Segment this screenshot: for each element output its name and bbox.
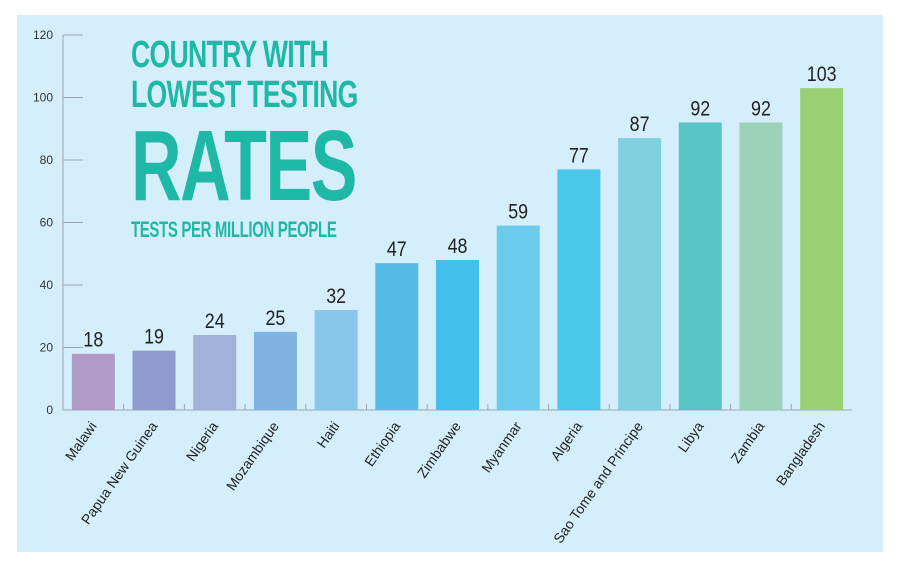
x-category-label: Malawi <box>62 419 100 464</box>
x-category-label: Zambia <box>728 418 768 466</box>
data-label: 92 <box>751 97 771 121</box>
title-line-1: COUNTRY WITH <box>131 34 329 76</box>
data-label: 59 <box>508 200 528 224</box>
title-line-3: RATES <box>131 110 357 222</box>
bar-malawi <box>71 353 115 410</box>
bar-zimbabwe <box>436 260 479 410</box>
bar-haiti <box>314 310 358 410</box>
data-label: 77 <box>569 144 589 168</box>
x-category-label: Myanmar <box>478 418 525 475</box>
bar-myanmar <box>496 225 540 410</box>
data-label: 92 <box>690 97 710 121</box>
data-label: 19 <box>144 325 164 349</box>
y-tick-label: 0 <box>46 403 53 417</box>
y-tick-label: 100 <box>33 91 53 105</box>
y-tick-label: 40 <box>40 278 54 292</box>
x-category-label: Haiti <box>313 419 342 451</box>
y-tick-label: 60 <box>40 216 54 230</box>
y-tick-label: 120 <box>33 28 53 42</box>
bar-papua-new-guinea <box>132 350 176 410</box>
bar-sao-tome-and-principe <box>618 138 662 410</box>
x-category-label: Zimbabwe <box>414 418 464 480</box>
data-label: 24 <box>205 310 225 334</box>
bar-ethiopia <box>375 263 419 410</box>
bar-nigeria <box>193 335 237 410</box>
chart-title: COUNTRY WITH LOWEST TESTING RATES TESTS … <box>131 35 455 243</box>
data-label: 25 <box>266 307 286 331</box>
bar-algeria <box>557 169 601 410</box>
y-tick-label: 80 <box>40 153 54 167</box>
bar-mozambique <box>253 331 297 410</box>
data-label: 18 <box>83 328 103 352</box>
data-label: 103 <box>807 63 837 87</box>
x-category-label: Mozambique <box>223 418 282 493</box>
title-line-2: LOWEST TESTING <box>131 74 358 116</box>
bar-bangladesh <box>800 88 844 410</box>
bar-libya <box>678 122 722 410</box>
data-label: 48 <box>448 235 468 259</box>
x-category-label: Libya <box>674 418 706 455</box>
data-label: 32 <box>326 285 346 309</box>
x-category-label: Nigeria <box>183 418 222 464</box>
y-tick-label: 20 <box>40 341 54 355</box>
x-category-label: Ethiopia <box>361 418 403 469</box>
chart-subtitle: TESTS PER MILLION PEOPLE <box>131 217 337 242</box>
x-category-label: Bangladesh <box>773 419 829 489</box>
data-label: 87 <box>630 113 650 137</box>
bar-zambia <box>739 122 783 410</box>
data-label: 47 <box>387 238 407 262</box>
x-category-label: Algeria <box>547 418 585 463</box>
chart-panel: 0 20 40 60 80 100 120 18 Malawi 19 Papua New Guine… <box>17 15 883 552</box>
